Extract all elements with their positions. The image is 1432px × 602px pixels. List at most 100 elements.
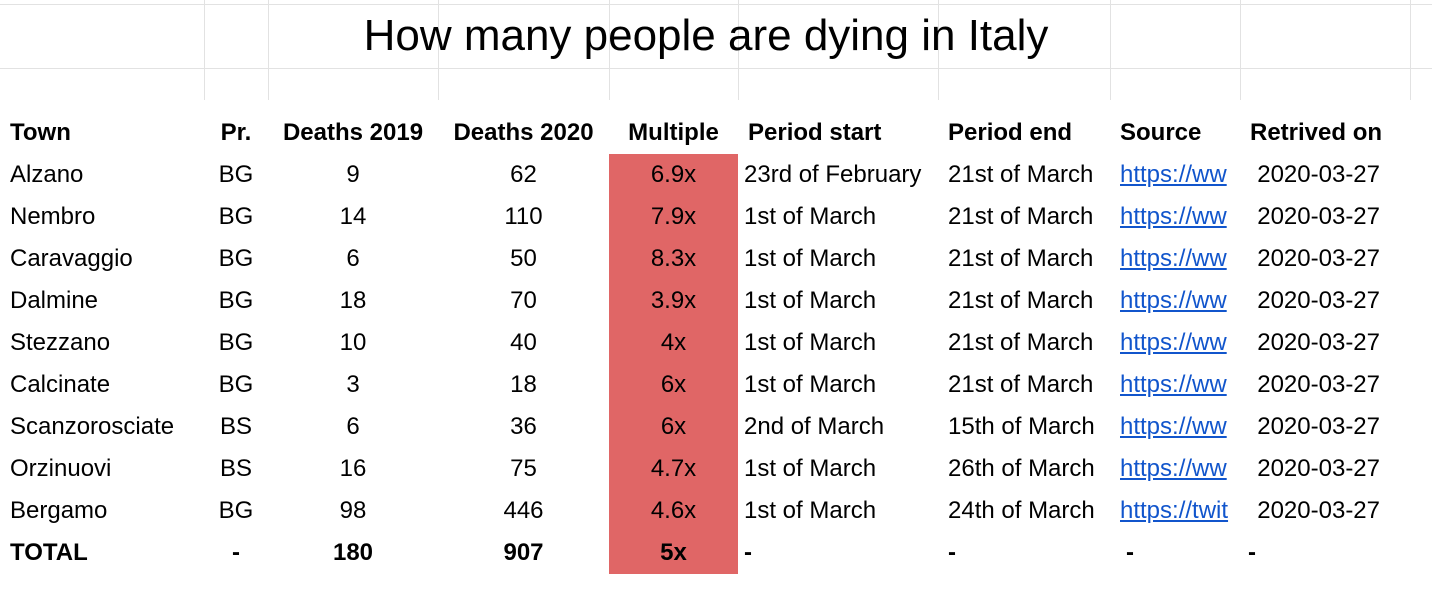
cell-deaths-2019[interactable]: 98 — [339, 497, 367, 524]
cell-period-end[interactable]: 21st of March — [948, 329, 1094, 356]
cell-deaths-2019[interactable]: 9 — [346, 161, 360, 188]
cell-town[interactable]: Scanzorosciate — [10, 413, 175, 440]
cell-deaths-2020[interactable]: 40 — [510, 329, 537, 356]
source-link[interactable]: https://ww — [1120, 287, 1227, 314]
cell-deaths-2020[interactable]: 62 — [510, 161, 537, 188]
cell-source[interactable]: https://ww — [1110, 448, 1240, 490]
total-period-start[interactable]: - — [744, 539, 752, 566]
cell-deaths-2020[interactable]: 110 — [504, 203, 543, 230]
cell-retrieved-on[interactable]: 2020-03-27 — [1257, 161, 1380, 188]
cell-multiple[interactable]: 6x — [609, 406, 738, 448]
cell-deaths-2019[interactable]: 18 — [339, 287, 367, 314]
cell-source[interactable]: https://twit — [1110, 490, 1240, 532]
cell-town[interactable]: Nembro — [10, 203, 96, 230]
cell-province[interactable]: BG — [218, 497, 254, 524]
cell-town[interactable]: Orzinuovi — [10, 455, 112, 482]
cell-province[interactable]: BS — [219, 455, 252, 482]
header-deaths-2020[interactable]: Deaths 2020 — [453, 119, 594, 146]
cell-retrieved-on[interactable]: 2020-03-27 — [1257, 329, 1380, 356]
header-deaths-2019[interactable]: Deaths 2019 — [282, 119, 424, 146]
cell-town[interactable]: Stezzano — [10, 329, 111, 356]
cell-multiple[interactable]: 4.6x — [609, 490, 738, 532]
total-deaths-2019[interactable]: 180 — [332, 539, 374, 566]
cell-retrieved-on[interactable]: 2020-03-27 — [1257, 497, 1380, 524]
cell-deaths-2019[interactable]: 6 — [346, 245, 360, 272]
cell-town[interactable]: Caravaggio — [10, 245, 133, 272]
cell-period-end[interactable]: 26th of March — [948, 455, 1095, 482]
source-link[interactable]: https://ww — [1120, 371, 1227, 398]
cell-deaths-2020[interactable]: 18 — [510, 371, 537, 398]
cell-province[interactable]: BG — [218, 161, 254, 188]
header-province[interactable]: Pr. — [220, 119, 252, 146]
cell-period-end[interactable]: 24th of March — [948, 497, 1095, 524]
cell-period-start[interactable]: 1st of March — [744, 287, 877, 314]
cell-period-end[interactable]: 21st of March — [948, 371, 1094, 398]
cell-source[interactable]: https://ww — [1110, 406, 1240, 448]
cell-source[interactable]: https://ww — [1110, 154, 1240, 196]
total-multiple[interactable]: 5x — [609, 532, 738, 574]
sheet-title[interactable]: How many people are dying in Italy — [363, 11, 1049, 60]
cell-multiple[interactable]: 8.3x — [609, 238, 738, 280]
cell-multiple[interactable]: 4x — [609, 322, 738, 364]
cell-town[interactable]: Dalmine — [10, 287, 99, 314]
cell-source[interactable]: https://ww — [1110, 196, 1240, 238]
total-province[interactable]: - — [232, 539, 240, 566]
cell-multiple[interactable]: 6.9x — [609, 154, 738, 196]
cell-deaths-2019[interactable]: 16 — [339, 455, 367, 482]
total-label[interactable]: TOTAL — [10, 539, 88, 566]
cell-multiple[interactable]: 4.7x — [609, 448, 738, 490]
cell-retrieved-on[interactable]: 2020-03-27 — [1257, 245, 1380, 272]
cell-retrieved-on[interactable]: 2020-03-27 — [1257, 371, 1380, 398]
cell-deaths-2020[interactable]: 50 — [510, 245, 537, 272]
cell-multiple[interactable]: 6x — [609, 364, 738, 406]
cell-town[interactable]: Bergamo — [10, 497, 108, 524]
cell-source[interactable]: https://ww — [1110, 280, 1240, 322]
cell-deaths-2020[interactable]: 70 — [510, 287, 537, 314]
cell-province[interactable]: BG — [218, 245, 254, 272]
cell-period-end[interactable]: 21st of March — [948, 203, 1094, 230]
cell-retrieved-on[interactable]: 2020-03-27 — [1257, 287, 1380, 314]
cell-period-start[interactable]: 1st of March — [744, 371, 877, 398]
total-period-end[interactable]: - — [948, 539, 956, 566]
cell-deaths-2020[interactable]: 36 — [510, 413, 537, 440]
total-deaths-2020[interactable]: 907 — [503, 539, 544, 566]
cell-source[interactable]: https://ww — [1110, 238, 1240, 280]
source-link[interactable]: https://twit — [1120, 497, 1229, 524]
cell-period-start[interactable]: 1st of March — [744, 455, 877, 482]
header-source[interactable]: Source — [1120, 119, 1202, 146]
source-link[interactable]: https://ww — [1120, 245, 1227, 272]
cell-source[interactable]: https://ww — [1110, 322, 1240, 364]
source-link[interactable]: https://ww — [1120, 161, 1227, 188]
cell-deaths-2019[interactable]: 3 — [346, 371, 360, 398]
cell-period-start[interactable]: 1st of March — [744, 329, 877, 356]
source-link[interactable]: https://ww — [1120, 203, 1227, 230]
cell-province[interactable]: BG — [218, 287, 254, 314]
cell-source[interactable]: https://ww — [1110, 364, 1240, 406]
cell-town[interactable]: Alzano — [10, 161, 84, 188]
cell-province[interactable]: BS — [219, 413, 252, 440]
cell-period-start[interactable]: 23rd of February — [744, 161, 922, 188]
header-period-start[interactable]: Period start — [748, 119, 882, 146]
cell-deaths-2020[interactable]: 75 — [510, 455, 537, 482]
cell-period-start[interactable]: 1st of March — [744, 245, 877, 272]
cell-deaths-2019[interactable]: 14 — [339, 203, 367, 230]
total-source[interactable]: - — [1126, 539, 1134, 566]
cell-multiple[interactable]: 3.9x — [609, 280, 738, 322]
cell-retrieved-on[interactable]: 2020-03-27 — [1257, 455, 1380, 482]
cell-deaths-2020[interactable]: 446 — [503, 497, 544, 524]
cell-period-end[interactable]: 21st of March — [948, 287, 1094, 314]
cell-period-end[interactable]: 21st of March — [948, 161, 1094, 188]
cell-period-end[interactable]: 21st of March — [948, 245, 1094, 272]
total-retrieved-on[interactable]: - — [1248, 539, 1256, 566]
header-town[interactable]: Town — [10, 119, 71, 146]
header-multiple[interactable]: Multiple — [628, 119, 719, 146]
cell-retrieved-on[interactable]: 2020-03-27 — [1257, 413, 1380, 440]
cell-town[interactable]: Calcinate — [10, 371, 111, 398]
cell-deaths-2019[interactable]: 6 — [346, 413, 360, 440]
cell-period-end[interactable]: 15th of March — [948, 413, 1095, 440]
source-link[interactable]: https://ww — [1120, 413, 1227, 440]
header-retrieved-on[interactable]: Retrived on — [1250, 119, 1383, 146]
source-link[interactable]: https://ww — [1120, 455, 1227, 482]
cell-province[interactable]: BG — [218, 329, 254, 356]
cell-province[interactable]: BG — [218, 203, 254, 230]
